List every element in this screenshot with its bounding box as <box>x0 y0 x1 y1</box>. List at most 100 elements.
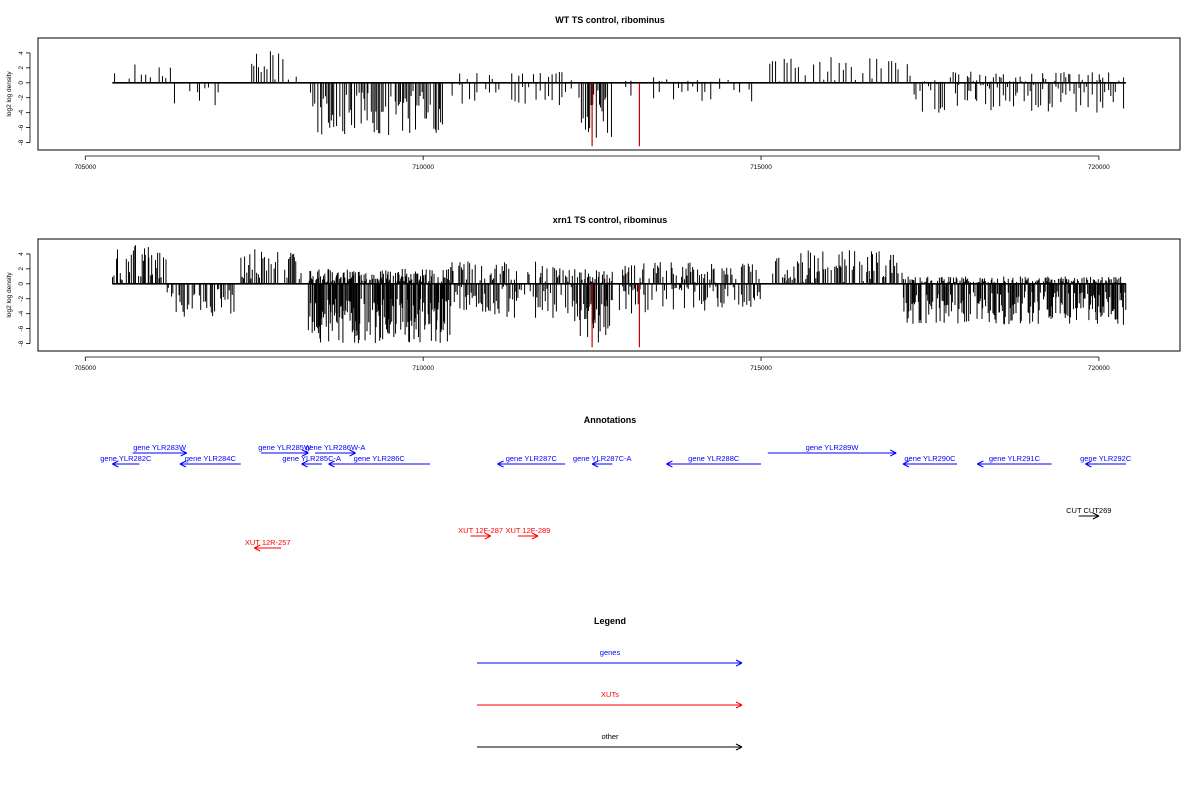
annotation-arrow <box>767 449 897 457</box>
panel-xrn1-title: xrn1 TS control, ribominus <box>553 215 668 225</box>
annotation-label: gene YLR286C <box>354 454 406 463</box>
annotation-arrow <box>260 449 309 457</box>
annotation-feature: gene YLR286C <box>328 454 430 468</box>
annotation-feature: gene YLR292C <box>1080 454 1132 468</box>
annotation-label: gene YLR287C <box>506 454 558 463</box>
y-tick-label: 4 <box>18 252 25 256</box>
legend-title: Legend <box>594 616 626 626</box>
panel-xrn1-ylabel: log2 log density <box>6 272 13 318</box>
y-tick-label: -2 <box>18 295 25 301</box>
annotation-feature: gene YLR287C <box>497 454 566 468</box>
annotation-feature: gene YLR287C-A <box>573 454 632 468</box>
annotation-label: XUT 12R-257 <box>245 538 291 547</box>
annotation-feature: XUT 12R-257 <box>245 538 291 552</box>
annotation-feature: gene YLR283W <box>132 443 187 457</box>
legend-items: genes XUTs other <box>477 648 743 751</box>
annotation-arrow <box>977 460 1052 468</box>
panel-wt: WT TS control, ribominus 4 2 0 -2 -4 -6 -8 7050… <box>6 15 1181 171</box>
legend: Legend genes XUTs other <box>477 616 743 751</box>
annotation-arrow <box>112 460 140 468</box>
panel-wt-axes: 4 2 0 -2 -4 -6 -8 705000 710000 715000 720000 <box>18 51 1110 171</box>
annotation-arrow <box>1085 460 1126 468</box>
annotation-arrow <box>902 460 958 468</box>
annotation-arrow <box>517 532 539 540</box>
annotation-label: XUT 12F-287 <box>458 526 503 535</box>
annotation-feature: gene YLR285W <box>258 443 312 457</box>
y-tick-label: 0 <box>18 81 25 85</box>
annotation-feature: gene YLR290C <box>902 454 958 468</box>
annotation-arrow <box>132 449 187 457</box>
annotation-label: gene YLR283W <box>133 443 187 452</box>
annotation-arrow <box>328 460 430 468</box>
annotation-label: gene YLR286W-A <box>305 443 365 452</box>
annotation-arrow <box>470 532 491 540</box>
legend-arrow <box>477 701 743 709</box>
annotation-feature: gene YLR284C <box>179 454 241 468</box>
annotation-arrow <box>179 460 241 468</box>
annotation-label: gene YLR287C-A <box>573 454 632 463</box>
legend-entry: XUTs <box>477 690 743 709</box>
y-tick-label: -4 <box>18 109 25 115</box>
panel-wt-ylabel: log2 log density <box>6 71 13 117</box>
panel-wt-bars <box>112 51 1126 147</box>
y-tick-label: 2 <box>18 267 25 271</box>
annotation-label: gene YLR291C <box>989 454 1041 463</box>
legend-entry: genes <box>477 648 743 667</box>
legend-label: XUTs <box>601 690 619 699</box>
annotation-arrow <box>497 460 566 468</box>
y-tick-label: -6 <box>18 325 25 331</box>
annotation-arrow <box>591 460 613 468</box>
annotation-label: gene YLR289W <box>806 443 860 452</box>
annotation-feature: gene YLR285C-A <box>282 454 341 468</box>
legend-label: other <box>601 732 619 741</box>
annotation-feature: gene YLR291C <box>977 454 1052 468</box>
x-tick-label: 715000 <box>750 365 772 372</box>
panel-xrn1-axes: 4 2 0 -2 -4 -6 -8 705000 710000 715000 720000 <box>18 252 1110 372</box>
annotation-feature: CUT CUT269 <box>1066 506 1111 520</box>
annotation-feature: gene YLR289W <box>767 443 897 457</box>
x-tick-label: 710000 <box>412 365 434 372</box>
annotation-feature: gene YLR288C <box>666 454 762 468</box>
annotation-arrow <box>315 449 356 457</box>
annotation-label: gene YLR288C <box>688 454 740 463</box>
annotation-label: XUT 12F-289 <box>505 526 550 535</box>
y-tick-label: -8 <box>18 340 25 346</box>
y-tick-label: -6 <box>18 124 25 130</box>
annotation-label: gene YLR284C <box>185 454 237 463</box>
x-tick-label: 705000 <box>74 365 96 372</box>
legend-arrow <box>477 743 743 751</box>
annotation-feature: XUT 12F-289 <box>505 526 550 540</box>
y-tick-label: -2 <box>18 94 25 100</box>
panel-xrn1-frame <box>37 238 1181 352</box>
y-tick-label: -8 <box>18 139 25 145</box>
annotation-label: gene YLR292C <box>1080 454 1132 463</box>
panel-xrn1-bars <box>111 245 1127 348</box>
annotation-label: gene YLR282C <box>100 454 152 463</box>
x-tick-label: 710000 <box>412 164 434 171</box>
x-tick-label: 715000 <box>750 164 772 171</box>
panel-xrn1: xrn1 TS control, ribominus 4 2 0 -2 -4 -6 -8 70… <box>6 215 1181 372</box>
annotation-arrow <box>666 460 762 468</box>
annotation-label: gene YLR285C-A <box>282 454 341 463</box>
panel-wt-frame <box>37 37 1181 151</box>
annotation-arrow <box>1078 512 1100 520</box>
y-tick-label: 4 <box>18 51 25 55</box>
annotation-arrow <box>254 544 282 552</box>
x-tick-label: 720000 <box>1088 164 1110 171</box>
legend-entry: other <box>477 732 743 751</box>
x-tick-label: 705000 <box>74 164 96 171</box>
annotation-label: CUT CUT269 <box>1066 506 1111 515</box>
annotation-feature: XUT 12F-287 <box>458 526 503 540</box>
annotation-feature: gene YLR286W-A <box>305 443 365 457</box>
legend-arrow <box>477 659 743 667</box>
annotation-arrow <box>301 460 322 468</box>
annotation-label: gene YLR290C <box>904 454 956 463</box>
annotations-title: Annotations <box>584 415 637 425</box>
annotation-feature: gene YLR282C <box>100 454 152 468</box>
legend-label: genes <box>600 648 621 657</box>
annotations-track: Annotations gene YLR283W gene YLR282C gene… <box>100 415 1132 552</box>
annotation-label: gene YLR285W <box>258 443 312 452</box>
panel-wt-title: WT TS control, ribominus <box>555 15 665 25</box>
y-tick-label: -4 <box>18 310 25 316</box>
